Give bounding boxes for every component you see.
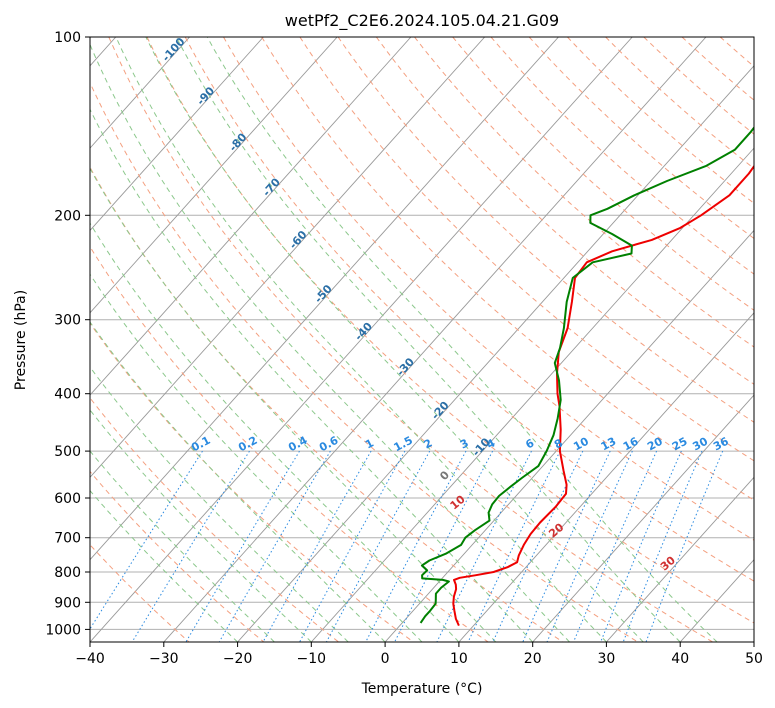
y-axis-ticks: 100 200 300 400 500 600 700 800 900 1000 <box>45 30 90 638</box>
mixing-ratio-label: 13 <box>599 435 619 454</box>
isotherm-line <box>90 37 559 561</box>
moist-adiabat-line <box>175 37 681 642</box>
y-axis-label: Pressure (hPa) <box>13 290 29 390</box>
moist-adiabat-line <box>90 222 460 642</box>
isotherm-line <box>163 37 707 642</box>
dry-adiabat-line <box>223 37 754 541</box>
mixing-ratio-line <box>131 450 250 642</box>
isotherm-line <box>532 394 754 642</box>
mixing-ratio-label: 25 <box>670 435 690 454</box>
moist-adiabat-line <box>145 37 644 642</box>
isotherm-line <box>90 37 633 642</box>
mixing-ratio-label: 36 <box>711 435 731 454</box>
mixing-ratio-line <box>218 450 331 642</box>
moist-adiabat-line <box>115 37 607 642</box>
mixing-ratio-line <box>600 450 682 642</box>
mixing-ratio-line <box>622 450 703 642</box>
x-tick-label: 30 <box>597 651 615 667</box>
isotherm-line <box>90 37 190 149</box>
background-lines <box>90 37 775 642</box>
y-tick-label: 300 <box>54 313 81 329</box>
y-tick-label: 400 <box>54 387 81 403</box>
dry-adiabat-line <box>90 245 489 642</box>
y-tick-label: 1000 <box>45 622 81 638</box>
mixing-ratio-line <box>573 450 658 642</box>
mixing-ratio-line <box>546 450 633 642</box>
dry-adiabat-line <box>299 37 754 462</box>
mixing-ratio-line <box>492 450 584 642</box>
dry-adiabat-line <box>490 37 754 275</box>
x-tick-label: 0 <box>381 651 390 667</box>
isotherm-line <box>237 65 754 642</box>
y-tick-label: 200 <box>54 208 81 224</box>
isotherm-line <box>384 229 754 642</box>
dry-adiabat-line <box>337 37 754 423</box>
plot-frame <box>89 36 755 643</box>
mixing-ratio-line <box>90 450 203 630</box>
dry-adiabat-label: 40 <box>771 582 775 602</box>
dry-adiabat-line <box>759 37 775 642</box>
x-tick-label: 10 <box>450 651 468 667</box>
x-tick-label: −40 <box>75 651 105 667</box>
mixing-ratio-label: 16 <box>621 435 641 454</box>
mixing-ratio-line <box>522 450 611 642</box>
isotherm-line <box>753 641 754 642</box>
moist-adiabat-line <box>90 409 312 642</box>
mixing-ratio-line <box>325 450 431 642</box>
x-tick-label: 40 <box>671 651 689 667</box>
y-tick-label: 600 <box>54 491 81 507</box>
mixing-ratio-line <box>185 450 300 642</box>
isotherm-line <box>458 312 754 642</box>
y-tick-label: 800 <box>54 565 81 581</box>
isotherm-line <box>90 37 338 314</box>
moist-adiabat-line <box>90 43 570 642</box>
mixing-ratio-line <box>467 450 561 642</box>
x-tick-label: 20 <box>524 651 542 667</box>
y-tick-label: 500 <box>54 444 81 460</box>
isotherm-line <box>606 476 754 642</box>
isotherm-line <box>90 37 486 479</box>
mixing-ratio-line <box>262 450 372 642</box>
dry-adiabat-line <box>261 37 754 501</box>
moist-adiabat-line <box>90 366 349 642</box>
x-tick-label: −10 <box>297 651 327 667</box>
y-tick-label: 700 <box>54 531 81 547</box>
chart-title: wetPf2_C2E6.2024.105.04.21.G09 <box>285 11 559 31</box>
plot-area <box>90 37 754 642</box>
mixing-ratio-label: 10 <box>571 435 591 454</box>
x-tick-label: −20 <box>223 651 253 667</box>
dry-adiabat-line <box>90 81 639 642</box>
dry-adiabat-line <box>452 37 754 311</box>
dry-adiabat-line <box>375 37 754 385</box>
dry-adiabat-line <box>567 37 754 204</box>
x-tick-label: −30 <box>149 651 179 667</box>
x-axis-ticks: −40 −30 −20 −10 0 10 20 30 40 50 <box>75 642 763 667</box>
x-axis-label: Temperature (°C) <box>361 681 483 697</box>
mixing-ratio-line <box>365 450 467 642</box>
moist-adiabat-line <box>90 108 534 642</box>
mixing-ratio-line <box>299 450 406 642</box>
moist-adiabat-line <box>90 450 275 642</box>
mixing-ratio-label: 30 <box>690 435 710 454</box>
dry-adiabat-line <box>90 397 339 642</box>
dry-adiabat-line <box>184 37 754 582</box>
x-tick-label: 50 <box>745 651 763 667</box>
moist-adiabat-line <box>90 273 423 642</box>
isotherm-line <box>90 37 264 232</box>
moist-adiabat-line <box>90 321 386 642</box>
isotherm-line <box>90 37 412 396</box>
dry-adiabat-line <box>90 322 414 642</box>
y-tick-label: 900 <box>54 595 81 611</box>
dewpoint-profile <box>419 126 754 624</box>
y-tick-label: 100 <box>54 30 81 46</box>
moist-adiabat-line <box>90 167 497 642</box>
moist-adiabat-line <box>206 37 718 642</box>
profiles <box>419 126 754 627</box>
mixing-ratio-label: 20 <box>645 435 665 454</box>
temperature-profile <box>452 164 754 627</box>
